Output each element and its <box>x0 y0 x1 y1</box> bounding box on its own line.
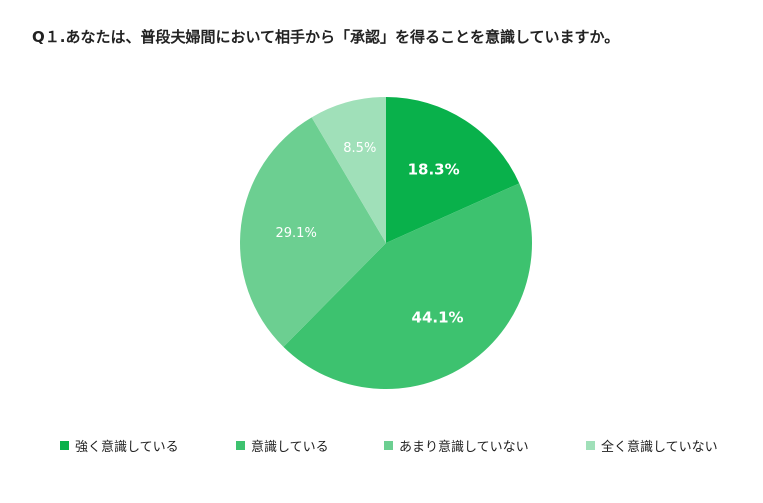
legend-swatch <box>60 441 69 450</box>
pie-slice-strongly-conscious <box>386 97 520 243</box>
legend-label: 強く意識している <box>75 440 179 455</box>
legend-label: あまり意識していない <box>399 440 529 455</box>
chart-title: Q１.あなたは、普段夫婦間において相手から「承認」を得ることを意識していますか。 <box>32 28 620 46</box>
legend-swatch <box>236 441 245 450</box>
slice-label-not-very-conscious: 29.1% <box>276 226 317 241</box>
slice-label-conscious: 44.1% <box>412 308 464 326</box>
legend-swatch <box>384 441 393 450</box>
legend: 強く意識している 意識している あまり意識していない 全く意識していない <box>0 436 763 460</box>
legend-swatch <box>586 441 595 450</box>
legend-item-strongly-conscious: 強く意識している <box>60 436 179 455</box>
legend-label: 全く意識していない <box>601 440 718 455</box>
legend-item-not-very-conscious: あまり意識していない <box>384 436 529 455</box>
legend-item-conscious: 意識している <box>236 436 329 455</box>
pie-chart: 18.3% 44.1% 29.1% 8.5% <box>240 97 533 390</box>
slice-label-strongly-conscious: 18.3% <box>408 160 460 178</box>
pie-slice-not-conscious-at-all <box>311 97 386 243</box>
pie-slice-conscious <box>283 183 533 390</box>
legend-item-not-conscious-at-all: 全く意識していない <box>586 436 718 455</box>
pie-slice-not-very-conscious <box>240 117 386 347</box>
legend-label: 意識している <box>251 440 329 455</box>
slice-label-not-conscious-at-all: 8.5% <box>343 141 376 156</box>
